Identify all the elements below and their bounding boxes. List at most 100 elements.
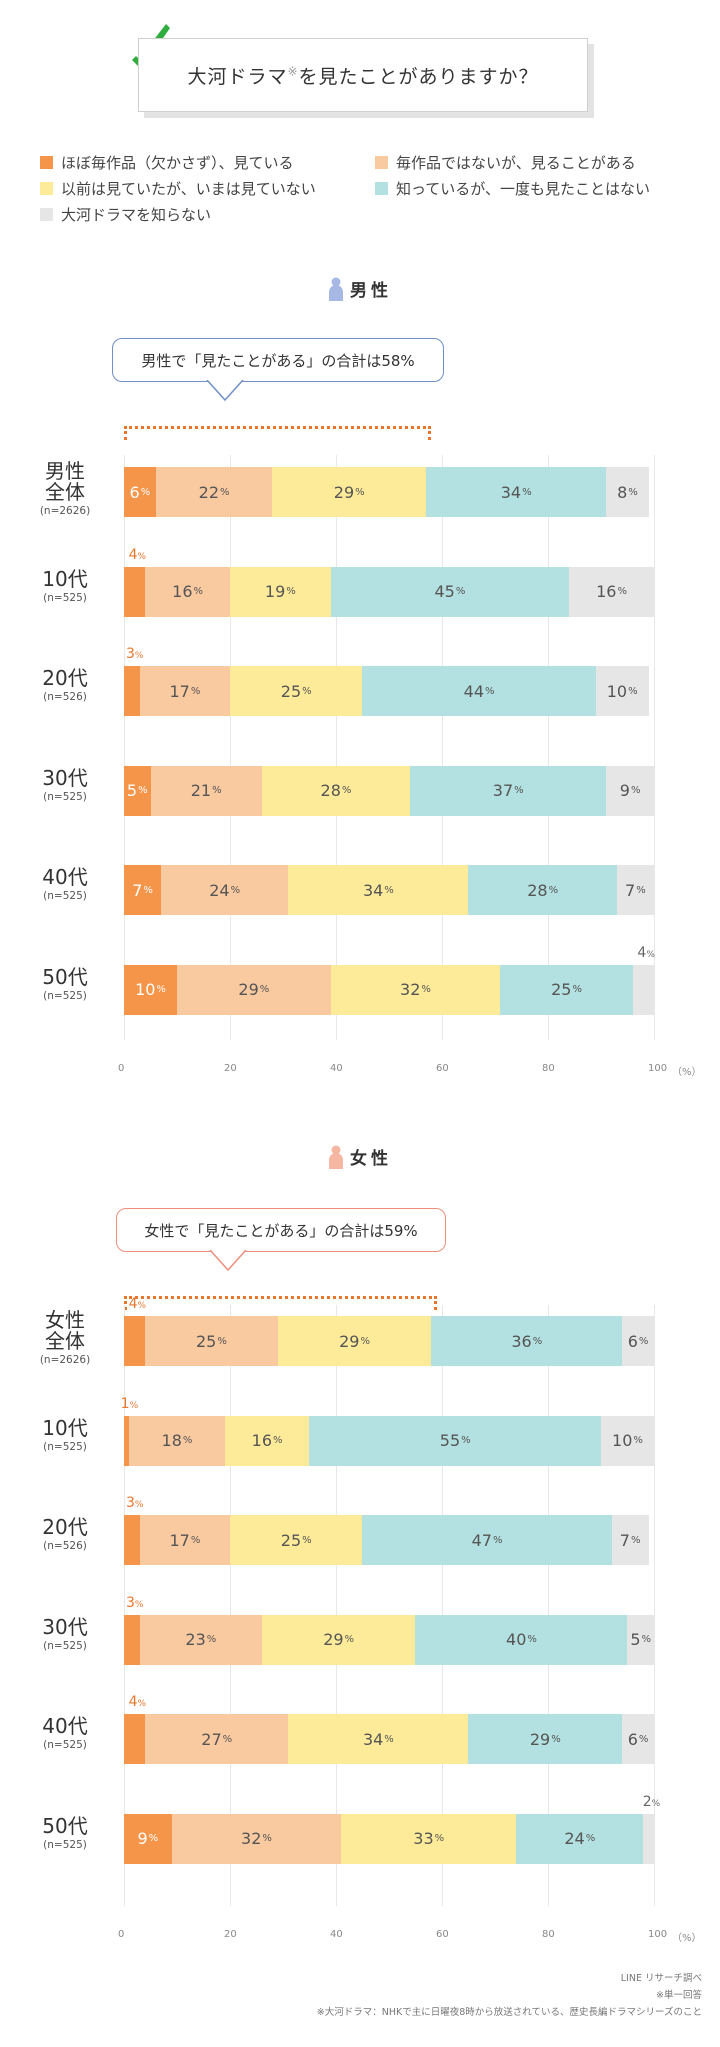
bar-segment: 29% bbox=[272, 467, 427, 517]
stacked-bar: 25% 29% 36% 6% bbox=[124, 1316, 654, 1366]
segment-unit: % bbox=[137, 1699, 147, 1709]
bar-segment bbox=[124, 1316, 146, 1366]
row-sample-size: (n=525) bbox=[43, 1838, 87, 1851]
gridline bbox=[654, 1305, 655, 1906]
segment-value-outside: 4% bbox=[129, 547, 146, 563]
row-label: 20代 (n=526) bbox=[10, 1517, 120, 1552]
legend-label: 毎作品ではないが、見ることがある bbox=[396, 154, 636, 172]
row-sample-size: (n=2626) bbox=[39, 505, 91, 517]
axis-tick-label: 40 bbox=[330, 1929, 343, 1940]
axis-tick-label: 20 bbox=[224, 1929, 237, 1940]
gridline bbox=[124, 455, 125, 1040]
segment-value: 29 bbox=[238, 980, 259, 999]
segment-unit: % bbox=[461, 1435, 471, 1446]
segment-unit: % bbox=[360, 1335, 370, 1347]
row-label: 10代 (n=525) bbox=[10, 566, 120, 604]
segment-unit: % bbox=[148, 1833, 159, 1844]
segment-value: 25 bbox=[280, 681, 302, 701]
segment-unit: % bbox=[636, 884, 646, 896]
segment-unit: % bbox=[355, 486, 365, 498]
bar-segment: 9% bbox=[606, 765, 654, 816]
segment-value-outside: 1% bbox=[121, 1396, 138, 1412]
segment-value: 34 bbox=[362, 1729, 384, 1749]
segment-unit: % bbox=[651, 1798, 661, 1809]
segment-value: 9 bbox=[137, 1829, 148, 1848]
segment-value: 29 bbox=[323, 1630, 344, 1649]
segment-unit: % bbox=[628, 685, 638, 697]
bar-segment bbox=[124, 566, 146, 617]
gridline bbox=[230, 1305, 231, 1906]
segment-value: 29 bbox=[339, 1331, 360, 1351]
bar-segment: 32% bbox=[330, 964, 501, 1015]
row-label: 30代 (n=525) bbox=[10, 767, 120, 803]
row-sample-size: (n=525) bbox=[43, 790, 87, 803]
stacked-bar: 10% 29% 32% 25% bbox=[124, 964, 654, 1015]
person-icon bbox=[328, 277, 344, 306]
bar-segment: 25% bbox=[229, 1515, 363, 1565]
segment-unit: % bbox=[140, 486, 151, 498]
stacked-bar: 18% 16% 55% 10% bbox=[124, 1415, 654, 1466]
segment-value: 19 bbox=[264, 582, 286, 601]
bar-segment: 25% bbox=[500, 964, 633, 1015]
segment-value: 10 bbox=[606, 681, 628, 701]
segment-unit: % bbox=[286, 586, 296, 597]
bar-segment bbox=[124, 1714, 146, 1764]
footnote-source: LINE リサーチ調べ bbox=[620, 1973, 702, 1984]
segment-value: 3 bbox=[125, 1495, 135, 1511]
segment-value: 7 bbox=[625, 880, 636, 900]
segment-unit: % bbox=[217, 1335, 227, 1347]
legend-item-1: 毎作品ではないが、見ることがある bbox=[375, 152, 636, 173]
footnote-single-answer: ※単一回答 bbox=[656, 1990, 702, 2001]
stacked-bar: 9% 32% 33% 24% bbox=[124, 1813, 654, 1864]
bar-segment: 7% bbox=[124, 865, 162, 915]
segment-unit: % bbox=[190, 1534, 201, 1546]
segment-unit: % bbox=[212, 785, 222, 796]
bar-segment: 24% bbox=[161, 865, 289, 915]
row-label-line: 20代 bbox=[42, 666, 88, 690]
bar-segment: 34% bbox=[288, 1714, 469, 1764]
bar-segment: 25% bbox=[145, 1316, 278, 1366]
page-title: 大河ドラマ※を見たことがありますか？ bbox=[187, 64, 539, 88]
segment-value: 29 bbox=[529, 1729, 551, 1749]
axis-tick-label: 80 bbox=[542, 1929, 555, 1940]
gridline bbox=[548, 1305, 549, 1906]
segment-value: 29 bbox=[333, 482, 355, 502]
segment-value: 6 bbox=[129, 482, 140, 502]
segment-unit: % bbox=[455, 586, 466, 597]
axis-unit-label: （%） bbox=[672, 1067, 702, 1078]
axis-tick-label: 100 bbox=[648, 1063, 668, 1074]
segment-value: 1 bbox=[120, 1395, 130, 1412]
segment-value: 22 bbox=[198, 482, 220, 502]
segment-unit: % bbox=[129, 1400, 139, 1411]
bar-segment: 19% bbox=[229, 566, 331, 617]
bar-segment: 40% bbox=[415, 1614, 628, 1665]
bar-segment: 29% bbox=[177, 964, 331, 1015]
segment-value-outside: 2% bbox=[643, 1794, 660, 1810]
row-label: 40代 (n=525) bbox=[10, 1716, 120, 1751]
legend-label: 大河ドラマを知らない bbox=[61, 206, 212, 224]
gridline bbox=[654, 455, 655, 1040]
legend-swatch bbox=[40, 182, 53, 195]
gridline bbox=[442, 1305, 443, 1906]
bar-segment: 44% bbox=[362, 666, 596, 716]
segment-unit: % bbox=[485, 685, 495, 697]
legend-item-4: 大河ドラマを知らない bbox=[40, 204, 211, 225]
row-sample-size: (n=525) bbox=[43, 1639, 87, 1652]
segment-unit: % bbox=[492, 1534, 503, 1546]
segment-unit: % bbox=[341, 785, 352, 796]
row-label: 女性 全体 (n=2626) bbox=[10, 1310, 120, 1366]
segment-value: 18 bbox=[161, 1431, 182, 1450]
segment-value: 17 bbox=[169, 681, 190, 701]
segment-value-outside: 4% bbox=[129, 1694, 146, 1710]
segment-value: 44 bbox=[463, 681, 484, 701]
total-bracket bbox=[124, 426, 432, 440]
row-label: 50代 (n=525) bbox=[10, 1815, 120, 1851]
row-sample-size: (n=525) bbox=[43, 1440, 87, 1453]
row-label-line: 10代 bbox=[42, 566, 88, 591]
bar-segment: 55% bbox=[309, 1415, 601, 1466]
segment-unit: % bbox=[138, 785, 148, 796]
segment-value: 47 bbox=[471, 1530, 492, 1550]
legend-swatch bbox=[40, 156, 53, 169]
stacked-bar: 6% 22% 29% 34% 8% bbox=[124, 467, 649, 517]
segment-unit: % bbox=[384, 884, 394, 896]
